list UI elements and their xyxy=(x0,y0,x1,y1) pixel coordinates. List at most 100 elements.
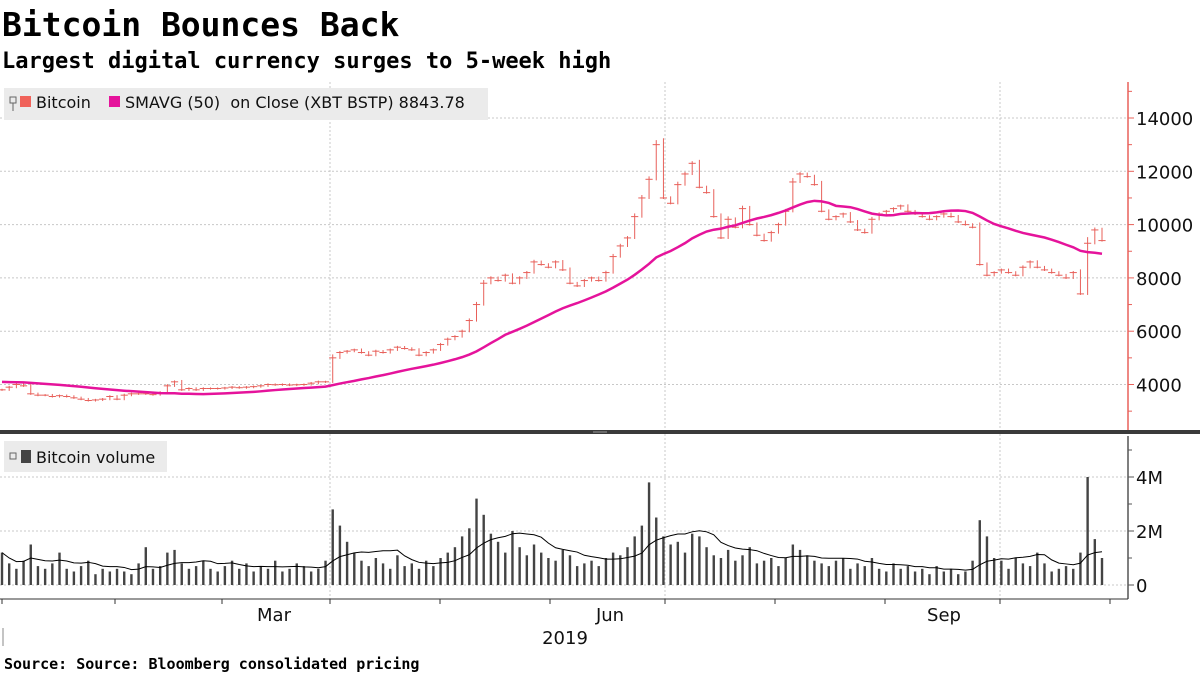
collapse-icon[interactable] xyxy=(9,96,17,111)
volume-bar xyxy=(79,566,83,585)
volume-bar xyxy=(518,547,521,585)
price-y-tick-label: 14000 xyxy=(1136,109,1193,130)
volume-bar xyxy=(15,568,18,585)
volume-bar xyxy=(353,552,356,585)
volume-bar xyxy=(863,566,866,585)
volume-bar xyxy=(22,560,25,585)
volume-bar xyxy=(65,568,68,585)
volume-bar xyxy=(655,517,658,585)
volume-bar xyxy=(949,568,953,585)
volume-bar xyxy=(985,536,989,585)
volume-bar xyxy=(942,571,946,585)
volume-bar xyxy=(410,563,414,585)
volume-bar xyxy=(381,563,385,585)
volume-bar xyxy=(94,574,97,585)
volume-bar xyxy=(360,560,363,585)
volume-bar xyxy=(777,566,780,585)
volume-bar xyxy=(489,533,493,585)
volume-bar xyxy=(43,568,47,585)
volume-bar xyxy=(123,571,126,585)
volume-bar xyxy=(877,568,881,585)
volume-bar xyxy=(669,544,672,585)
volume-bar xyxy=(108,571,112,585)
legend-swatch-volume xyxy=(21,450,31,463)
volume-bar xyxy=(892,563,895,585)
volume-bar xyxy=(496,541,500,585)
volume-bar xyxy=(921,568,924,585)
volume-bar xyxy=(259,566,263,585)
volume-bar xyxy=(115,568,119,585)
volume-bar xyxy=(460,536,464,585)
volume-bar xyxy=(964,571,967,585)
volume-bar xyxy=(712,555,715,585)
volume-bar xyxy=(194,566,198,585)
volume-bar xyxy=(309,571,313,585)
volume-bar xyxy=(151,568,155,585)
volume-bar xyxy=(367,566,370,585)
x-tick-label: Mar xyxy=(257,605,292,626)
volume-bar xyxy=(611,552,615,585)
volume-bar xyxy=(1093,539,1097,585)
price-y-tick-label: 6000 xyxy=(1136,322,1182,343)
volume-bar xyxy=(928,574,931,585)
volume-bar xyxy=(978,520,981,585)
volume-bar xyxy=(202,560,205,585)
axes: 4000 6000 8000 10000 12000 14000 0 2M 4M xyxy=(0,82,1200,604)
volume-bar xyxy=(992,558,996,585)
volume-bar xyxy=(302,566,306,585)
volume-bar xyxy=(633,536,636,585)
volume-bar xyxy=(647,482,651,585)
volume-bar xyxy=(748,547,751,585)
volume-bar xyxy=(849,568,852,585)
volume-bar xyxy=(841,558,845,585)
volume-y-tick-label: 4M xyxy=(1136,468,1163,489)
volume-bar xyxy=(1057,568,1061,585)
chart-title: Bitcoin Bounces Back xyxy=(2,5,399,44)
volume-bar xyxy=(144,547,147,585)
volume-bar xyxy=(698,536,701,585)
expand-icon[interactable] xyxy=(9,452,17,460)
volume-bar xyxy=(72,571,76,585)
volume-bar xyxy=(935,566,938,585)
volume-bar xyxy=(331,509,334,585)
legend-label-sma: SMAVG (50) on Close (XBT BSTP) 8843.78 xyxy=(125,93,465,112)
volume-bar xyxy=(338,525,342,585)
volume-legend: Bitcoin volume xyxy=(4,441,167,472)
volume-bar xyxy=(7,563,11,585)
price-y-tick-label: 12000 xyxy=(1136,162,1193,183)
volume-bar xyxy=(1000,560,1003,585)
volume-bar xyxy=(532,544,536,585)
volume-bar xyxy=(590,560,593,585)
volume-bar xyxy=(1086,477,1089,585)
volume-bar xyxy=(137,563,140,585)
sma-line xyxy=(1,199,1103,396)
volume-bar xyxy=(1072,568,1075,585)
volume-bar xyxy=(317,568,320,585)
x-tick-label: Sep xyxy=(927,605,961,626)
volume-bar xyxy=(0,552,4,585)
volume-bar xyxy=(540,552,543,585)
volume-bar xyxy=(1100,558,1104,585)
volume-bar xyxy=(180,563,183,585)
volume-bar xyxy=(403,566,406,585)
volume-bar xyxy=(662,536,665,585)
volume-bar xyxy=(734,560,737,585)
volume-bar xyxy=(899,568,902,585)
volume-bar xyxy=(324,560,327,585)
volume-bar xyxy=(51,563,54,585)
volume-bar xyxy=(439,558,442,585)
volume-bar xyxy=(130,574,133,585)
volume-bar xyxy=(475,498,478,585)
volume-bar xyxy=(583,563,586,585)
legend-label-volume: Bitcoin volume xyxy=(36,448,155,467)
volume-bar xyxy=(856,563,859,585)
volume-bar xyxy=(626,547,629,585)
volume-bar xyxy=(957,574,960,585)
volume-bar xyxy=(870,558,874,585)
volume-bar xyxy=(238,568,241,585)
volume-bar xyxy=(432,566,435,585)
volume-bar xyxy=(87,560,90,585)
volume-bar xyxy=(683,552,687,585)
price-y-tick-label: 10000 xyxy=(1136,216,1193,237)
